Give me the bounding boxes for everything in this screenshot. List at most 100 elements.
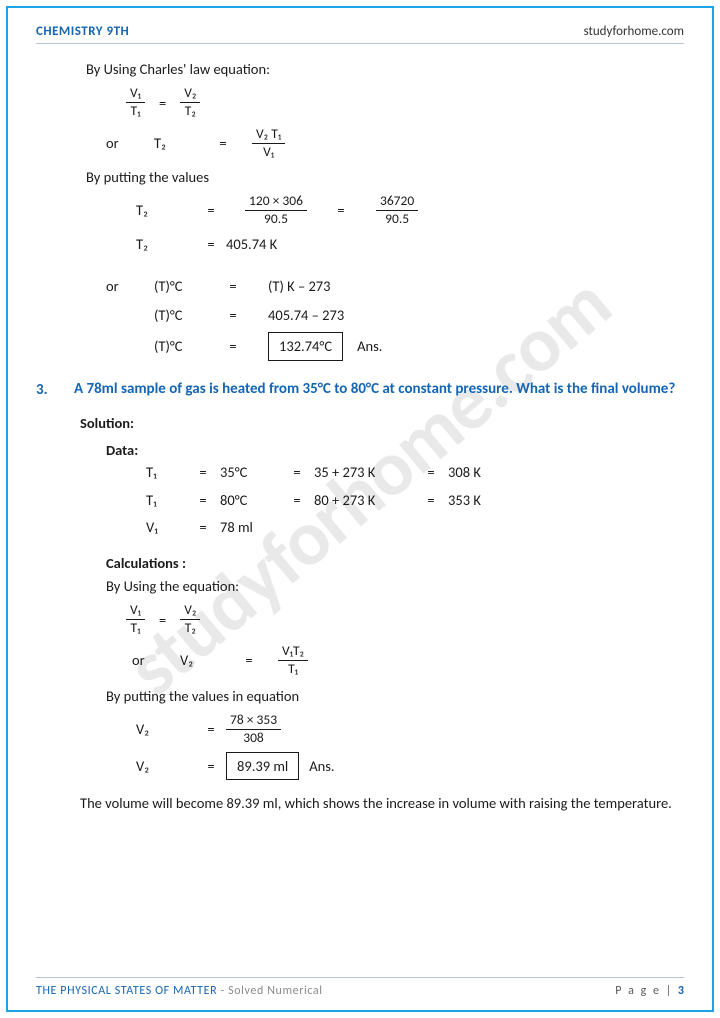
body: By Using Charles' law equation: V₁ T₁ = …: [36, 58, 684, 815]
frac-den: 90.5: [260, 211, 292, 227]
equals-sign: =: [159, 92, 166, 114]
frac-num: V₁: [126, 603, 145, 620]
equals-sign: =: [222, 335, 244, 357]
frac-num: V₁: [126, 86, 145, 103]
t2-calc-step1: T₂ = 120 × 306 90.5 = 36720 90.5: [136, 194, 684, 227]
fraction-v2-t2: V₂ T₂: [180, 86, 200, 119]
v2-answer: V₂ = 89.39 ml Ans.: [136, 752, 684, 780]
data-row-t1a: T₁ = 35°C = 35 + 273 K = 308 K: [146, 461, 684, 483]
equals-sign: =: [222, 304, 244, 326]
frac-num: V₂: [180, 603, 200, 620]
question-text: A 78ml sample of gas is heated from 35°C…: [74, 379, 675, 402]
kelvin-to-celsius-1: or (T)°C = (T) K – 273: [106, 275, 684, 297]
fraction-t2-formula: V₂ T₁ V₁: [252, 127, 285, 160]
page-content: CHEMISTRY 9TH studyforhome.com By Using …: [36, 24, 684, 815]
chapter-subtitle: - Solved Numerical: [217, 984, 322, 998]
charles-law-equation: V₁ T₁ = V₂ T₂: [126, 86, 684, 119]
equals-sign: =: [186, 516, 220, 538]
equals-sign: =: [326, 199, 356, 221]
equals-sign: =: [414, 489, 448, 511]
v2-symbol: V₂: [180, 649, 220, 671]
v2-symbol: V₂: [136, 718, 196, 740]
data-kelvin-expr: 80 + 273 K: [314, 489, 414, 511]
putting-values-label: By putting the values: [86, 166, 684, 188]
fraction-v1-t1: V₁ T₁: [126, 603, 145, 636]
data-symbol: T₁: [146, 489, 186, 511]
tc-symbol: (T)°C: [154, 304, 208, 326]
frac-den: 308: [239, 730, 268, 746]
header-site: studyforhome.com: [584, 24, 684, 39]
fraction-v2-formula: V₁T₂ T₁: [278, 644, 308, 677]
conversion-expr: 405.74 – 273: [268, 304, 344, 326]
answer-box: 132.74°C: [268, 332, 343, 360]
equals-sign: =: [196, 233, 226, 255]
page-frame: studyforhome.com CHEMISTRY 9TH studyforh…: [6, 6, 714, 1012]
equals-sign: =: [196, 718, 226, 740]
answer-box: 89.39 ml: [226, 752, 299, 780]
equals-sign: =: [196, 199, 226, 221]
frac-num: 120 × 306: [245, 194, 307, 211]
page-number: 3: [678, 984, 684, 998]
equals-sign: =: [280, 461, 314, 483]
frac-num: V₁T₂: [278, 644, 308, 661]
ans-label: Ans.: [357, 335, 382, 357]
data-kelvin-expr: 35 + 273 K: [314, 461, 414, 483]
putting-values-2: By putting the values in equation: [106, 685, 684, 707]
frac-num: 78 × 353: [226, 713, 281, 730]
or-label: or: [106, 275, 140, 297]
kelvin-to-celsius-2: (T)°C = 405.74 – 273: [106, 304, 684, 326]
or-label: or: [106, 132, 140, 154]
equals-sign: =: [222, 275, 244, 297]
frac-den: 90.5: [381, 211, 413, 227]
data-value: 78 ml: [220, 516, 280, 538]
tc-symbol: (T)°C: [154, 335, 208, 357]
header-subject: CHEMISTRY 9TH: [36, 24, 129, 39]
fraction-calc: 120 × 306 90.5: [226, 194, 326, 227]
t2-result: T₂ = 405.74 K: [136, 233, 684, 255]
fraction-calc-result: 36720 90.5: [376, 194, 418, 227]
equals-sign: =: [208, 132, 238, 154]
t2-symbol: T₂: [154, 132, 194, 154]
fraction-v2-calc: 78 × 353 308: [226, 713, 281, 746]
charles-law-intro: By Using Charles' law equation:: [86, 58, 684, 80]
question-number: 3.: [36, 379, 56, 402]
data-kelvin: 353 K: [448, 489, 508, 511]
chapter-title: THE PHYSICAL STATES OF MATTER: [36, 984, 217, 998]
frac-num: V₂ T₁: [252, 127, 285, 144]
equation-v-t: V₁ T₁ = V₂ T₂: [126, 603, 684, 636]
frac-den: T₂: [181, 620, 200, 636]
equals-sign: =: [280, 489, 314, 511]
frac-den: T₁: [127, 103, 145, 119]
frac-den: T₁: [284, 661, 302, 677]
data-label: Data:: [106, 439, 684, 461]
data-row-v1: V₁ = 78 ml: [146, 516, 684, 538]
calculations-label: Calculations :: [106, 552, 684, 574]
data-row-t1b: T₁ = 80°C = 80 + 273 K = 353 K: [146, 489, 684, 511]
solution-label: Solution:: [80, 412, 684, 434]
v2-calc-step1: V₂ = 78 × 353 308: [136, 713, 684, 746]
question-3: 3. A 78ml sample of gas is heated from 3…: [36, 379, 684, 402]
equals-sign: =: [186, 489, 220, 511]
frac-num: 36720: [376, 194, 418, 211]
kelvin-to-celsius-answer: (T)°C = 132.74°C Ans.: [106, 332, 684, 360]
page-header: CHEMISTRY 9TH studyforhome.com: [36, 24, 684, 44]
v2-symbol: V₂: [136, 755, 196, 777]
v2-rearranged: or V₂ = V₁T₂ T₁: [132, 644, 684, 677]
conversion-expr: (T) K – 273: [268, 275, 331, 297]
data-kelvin: 308 K: [448, 461, 508, 483]
frac-num: V₂: [180, 86, 200, 103]
t2-rearranged: or T₂ = V₂ T₁ V₁: [106, 127, 684, 160]
equals-sign: =: [414, 461, 448, 483]
frac-den: T₁: [127, 620, 145, 636]
equals-sign: =: [186, 461, 220, 483]
page-label: P a g e |: [615, 984, 678, 998]
data-symbol: T₁: [146, 461, 186, 483]
footer-page: P a g e | 3: [615, 984, 684, 998]
data-celsius: 80°C: [220, 489, 280, 511]
fraction-v1-t1: V₁ T₁: [126, 86, 145, 119]
equals-sign: =: [196, 755, 226, 777]
tc-symbol: (T)°C: [154, 275, 208, 297]
frac-den: V₁: [259, 144, 278, 160]
t2-symbol: T₂: [136, 199, 196, 221]
page-footer: THE PHYSICAL STATES OF MATTER - Solved N…: [36, 977, 684, 998]
